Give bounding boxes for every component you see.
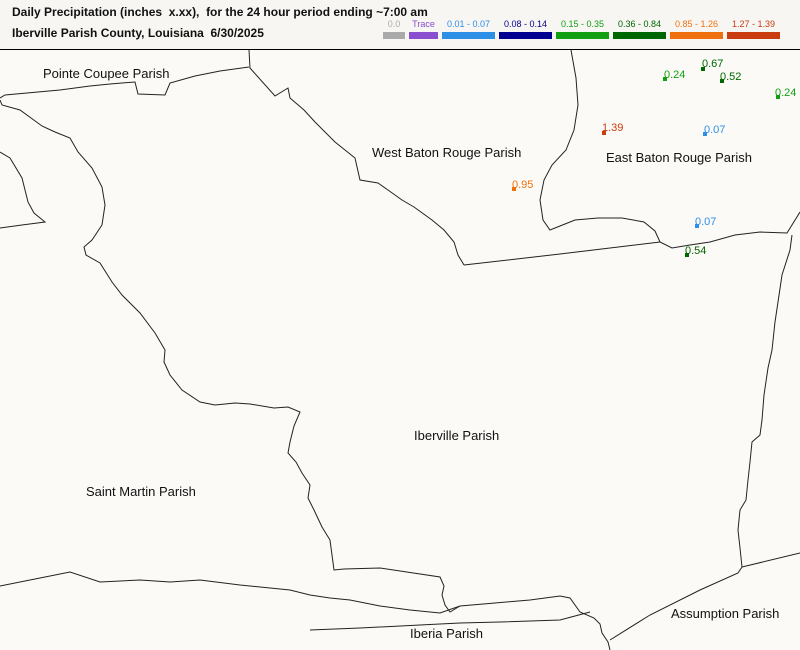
boundary-assumption xyxy=(741,552,800,568)
parish-label-iberia: Iberia Parish xyxy=(410,626,483,641)
boundary-iberia xyxy=(309,611,591,631)
parish-boundaries xyxy=(0,50,800,650)
parish-map: Pointe Coupee Parish West Baton Rouge Pa… xyxy=(0,50,800,650)
legend-swatch-trace xyxy=(409,32,438,39)
station-value: 0.52 xyxy=(720,71,741,83)
boundary-iberville-east xyxy=(609,234,793,641)
parish-label-assumption: Assumption Parish xyxy=(671,606,779,621)
legend-swatch-015-035 xyxy=(556,32,609,39)
parish-label-west-baton-rouge: West Baton Rouge Parish xyxy=(372,145,521,160)
parish-label-saint-martin: Saint Martin Parish xyxy=(86,484,196,499)
station-marker xyxy=(663,77,667,81)
map-title: Daily Precipitation (inches x.xx), for t… xyxy=(12,5,428,19)
station-value: 0.07 xyxy=(695,216,716,228)
station-markers: 0.24 0.670.52 0.24 1.39 0.07 0.95 0.07 0.54 xyxy=(512,58,796,257)
legend-label-trace: Trace xyxy=(412,19,435,29)
parish-label-east-baton-rouge: East Baton Rouge Parish xyxy=(606,150,752,165)
legend-label-085-126: 0.85 - 1.26 xyxy=(674,19,719,29)
boundary-west-baton-rouge-south xyxy=(463,241,661,266)
station-value: 0.07 xyxy=(704,124,725,136)
parish-labels: Pointe Coupee Parish West Baton Rouge Pa… xyxy=(43,66,779,641)
station-value: 0.67 xyxy=(702,58,723,70)
legend-label-001-007: 0.01 - 0.07 xyxy=(446,19,491,29)
station-marker xyxy=(512,187,516,191)
legend-label-127-139: 1.27 - 1.39 xyxy=(731,19,776,29)
station-marker xyxy=(602,131,606,135)
boundary-saint-martin-notch xyxy=(0,151,47,229)
parish-label-pointe-coupee: Pointe Coupee Parish xyxy=(43,66,169,81)
station-marker xyxy=(703,132,707,136)
boundary-iberville-west xyxy=(0,99,461,613)
station-marker xyxy=(701,67,705,71)
legend-label-015-035: 0.15 - 0.35 xyxy=(560,19,605,29)
station-marker xyxy=(685,253,689,257)
map-background xyxy=(0,50,800,650)
legend-swatch-zero xyxy=(383,32,405,39)
station-value: 1.39 xyxy=(602,122,623,134)
boundary-pointe-coupee xyxy=(0,66,250,99)
station-marker xyxy=(695,224,699,228)
station-marker xyxy=(776,95,780,99)
legend-label-036-084: 0.36 - 0.84 xyxy=(617,19,662,29)
station-value: 0.95 xyxy=(512,179,533,191)
parish-label-iberville: Iberville Parish xyxy=(414,428,499,443)
legend-label-zero: 0.0 xyxy=(387,19,401,29)
legend-swatch-127-139 xyxy=(727,32,780,39)
legend-label-008-014: 0.08 - 0.14 xyxy=(503,19,548,29)
map-subtitle: Iberville Parish County, Louisiana 6/30/… xyxy=(12,26,264,40)
boundary-saint-martin-south xyxy=(0,571,611,650)
boundary-west-baton-rouge-west xyxy=(248,50,465,266)
boundary-east-baton-rouge xyxy=(539,50,800,249)
station-value: 0.24 xyxy=(664,69,685,81)
legend-swatch-008-014 xyxy=(499,32,552,39)
station-value: 0.54 xyxy=(685,245,706,257)
legend-swatch-085-126 xyxy=(670,32,723,39)
station-value: 0.24 xyxy=(775,87,796,99)
station-marker xyxy=(720,79,724,83)
legend-swatch-036-084 xyxy=(613,32,666,39)
legend-swatch-001-007 xyxy=(442,32,495,39)
map-header: Daily Precipitation (inches x.xx), for t… xyxy=(0,0,800,50)
